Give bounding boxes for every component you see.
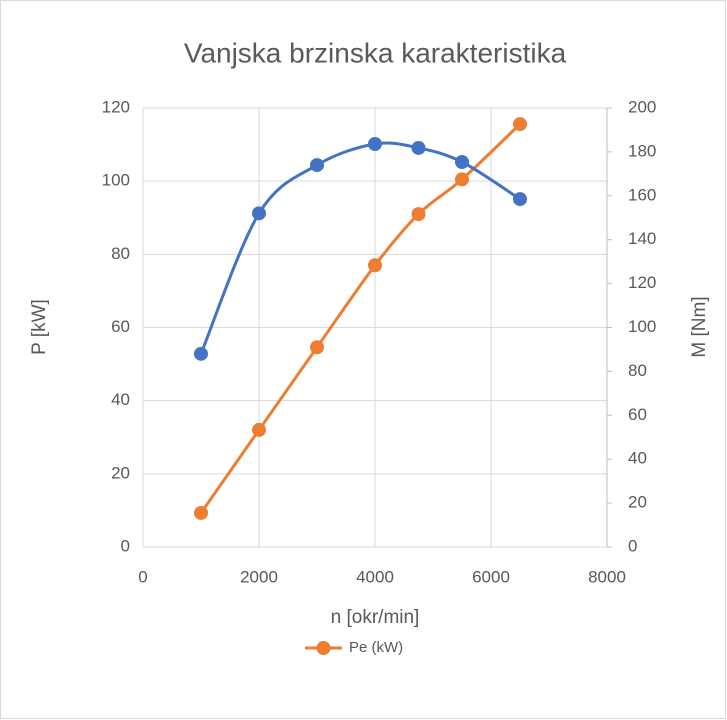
- data-point: [411, 207, 426, 222]
- x-tick-label: 2000: [240, 567, 278, 586]
- y2-tick-label: 20: [628, 493, 647, 512]
- data-point: [513, 117, 527, 132]
- y-tick-label: 20: [111, 463, 130, 482]
- y2-tick-label: 120: [628, 273, 656, 292]
- legend-marker: [316, 641, 331, 655]
- y-axis-title: P [kW]: [29, 299, 50, 355]
- y-tick-label: 100: [102, 171, 130, 190]
- x-tick-label: 0: [138, 567, 147, 586]
- data-point: [368, 136, 382, 151]
- y-tick-label: 0: [121, 536, 130, 555]
- x-tick-label: 4000: [356, 567, 394, 586]
- legend-label: Pe (kW): [349, 639, 403, 656]
- data-point: [194, 346, 208, 361]
- y2-tick-label: 100: [628, 317, 656, 336]
- x-tick-label: 8000: [588, 567, 626, 586]
- y2-axis-title: M [Nm]: [689, 296, 710, 357]
- data-point: [455, 154, 469, 169]
- y2-tick-label: 40: [628, 449, 647, 468]
- x-axis-title: n [okr/min]: [331, 607, 420, 628]
- data-point: [310, 158, 324, 173]
- data-point: [513, 192, 527, 207]
- data-point: [368, 258, 382, 273]
- data-point: [252, 206, 266, 221]
- data-point: [194, 505, 208, 520]
- data-point: [411, 140, 426, 155]
- y2-tick-label: 160: [628, 185, 656, 204]
- data-point: [310, 340, 324, 355]
- y-tick-label: 40: [111, 390, 130, 409]
- x-tick-label: 6000: [472, 567, 510, 586]
- y2-tick-label: 0: [628, 536, 637, 555]
- y2-tick-label: 60: [628, 405, 647, 424]
- y-tick-label: 120: [102, 97, 130, 116]
- data-point: [455, 172, 469, 187]
- y-tick-label: 80: [111, 244, 130, 263]
- y2-tick-label: 80: [628, 361, 647, 380]
- y2-tick-label: 200: [628, 97, 656, 116]
- y-tick-label: 60: [111, 317, 130, 336]
- chart-title: Vanjska brzinska karakteristika: [184, 37, 567, 68]
- y2-tick-label: 140: [628, 229, 656, 248]
- data-point: [252, 422, 266, 437]
- y2-tick-label: 180: [628, 141, 656, 160]
